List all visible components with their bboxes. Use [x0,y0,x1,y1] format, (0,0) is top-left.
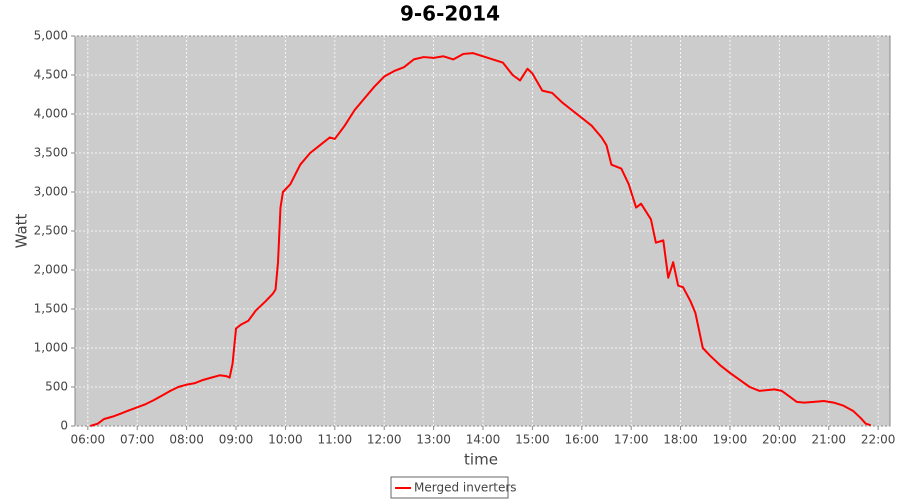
legend-label: Merged inverters [414,481,517,495]
x-tick-label: 13:00 [416,433,451,447]
y-tick-label: 4,000 [34,107,68,121]
x-tick-label: 15:00 [515,433,550,447]
x-tick-label: 16:00 [564,433,599,447]
data-line [90,52,872,427]
x-tick-label: 14:00 [466,433,501,447]
legend-box [390,476,509,499]
x-tick-label: 10:00 [268,433,303,447]
x-tick-label: 17:00 [614,433,649,447]
x-tick-label: 19:00 [713,433,748,447]
y-tick-label: 500 [45,380,68,394]
y-tick-label: 1,000 [34,341,68,355]
y-axis-label: Watt [13,213,31,248]
y-tick-label: 3,000 [34,185,68,199]
x-tick-label: 12:00 [367,433,402,447]
x-tick-label: 20:00 [762,433,797,447]
x-tick-label: 08:00 [169,433,204,447]
y-tick-label: 2,500 [34,224,68,238]
x-tick-label: 06:00 [71,433,106,447]
y-tick-label: 5,000 [34,29,68,43]
x-tick-label: 09:00 [219,433,254,447]
y-tick-label: 0 [60,419,68,433]
chart-title: 9-6-2014 [400,2,500,26]
x-tick-label: 21:00 [811,433,846,447]
x-axis-label: time [464,451,498,469]
y-tick-label: 2,000 [34,263,68,277]
y-tick-label: 1,500 [34,302,68,316]
x-tick-label: 22:00 [861,433,896,447]
x-tick-label: 11:00 [318,433,353,447]
x-tick-label: 07:00 [120,433,155,447]
plot-area [74,35,891,427]
y-tick-label: 4,500 [34,68,68,82]
x-tick-label: 18:00 [663,433,698,447]
y-tick-label: 3,500 [34,146,68,160]
